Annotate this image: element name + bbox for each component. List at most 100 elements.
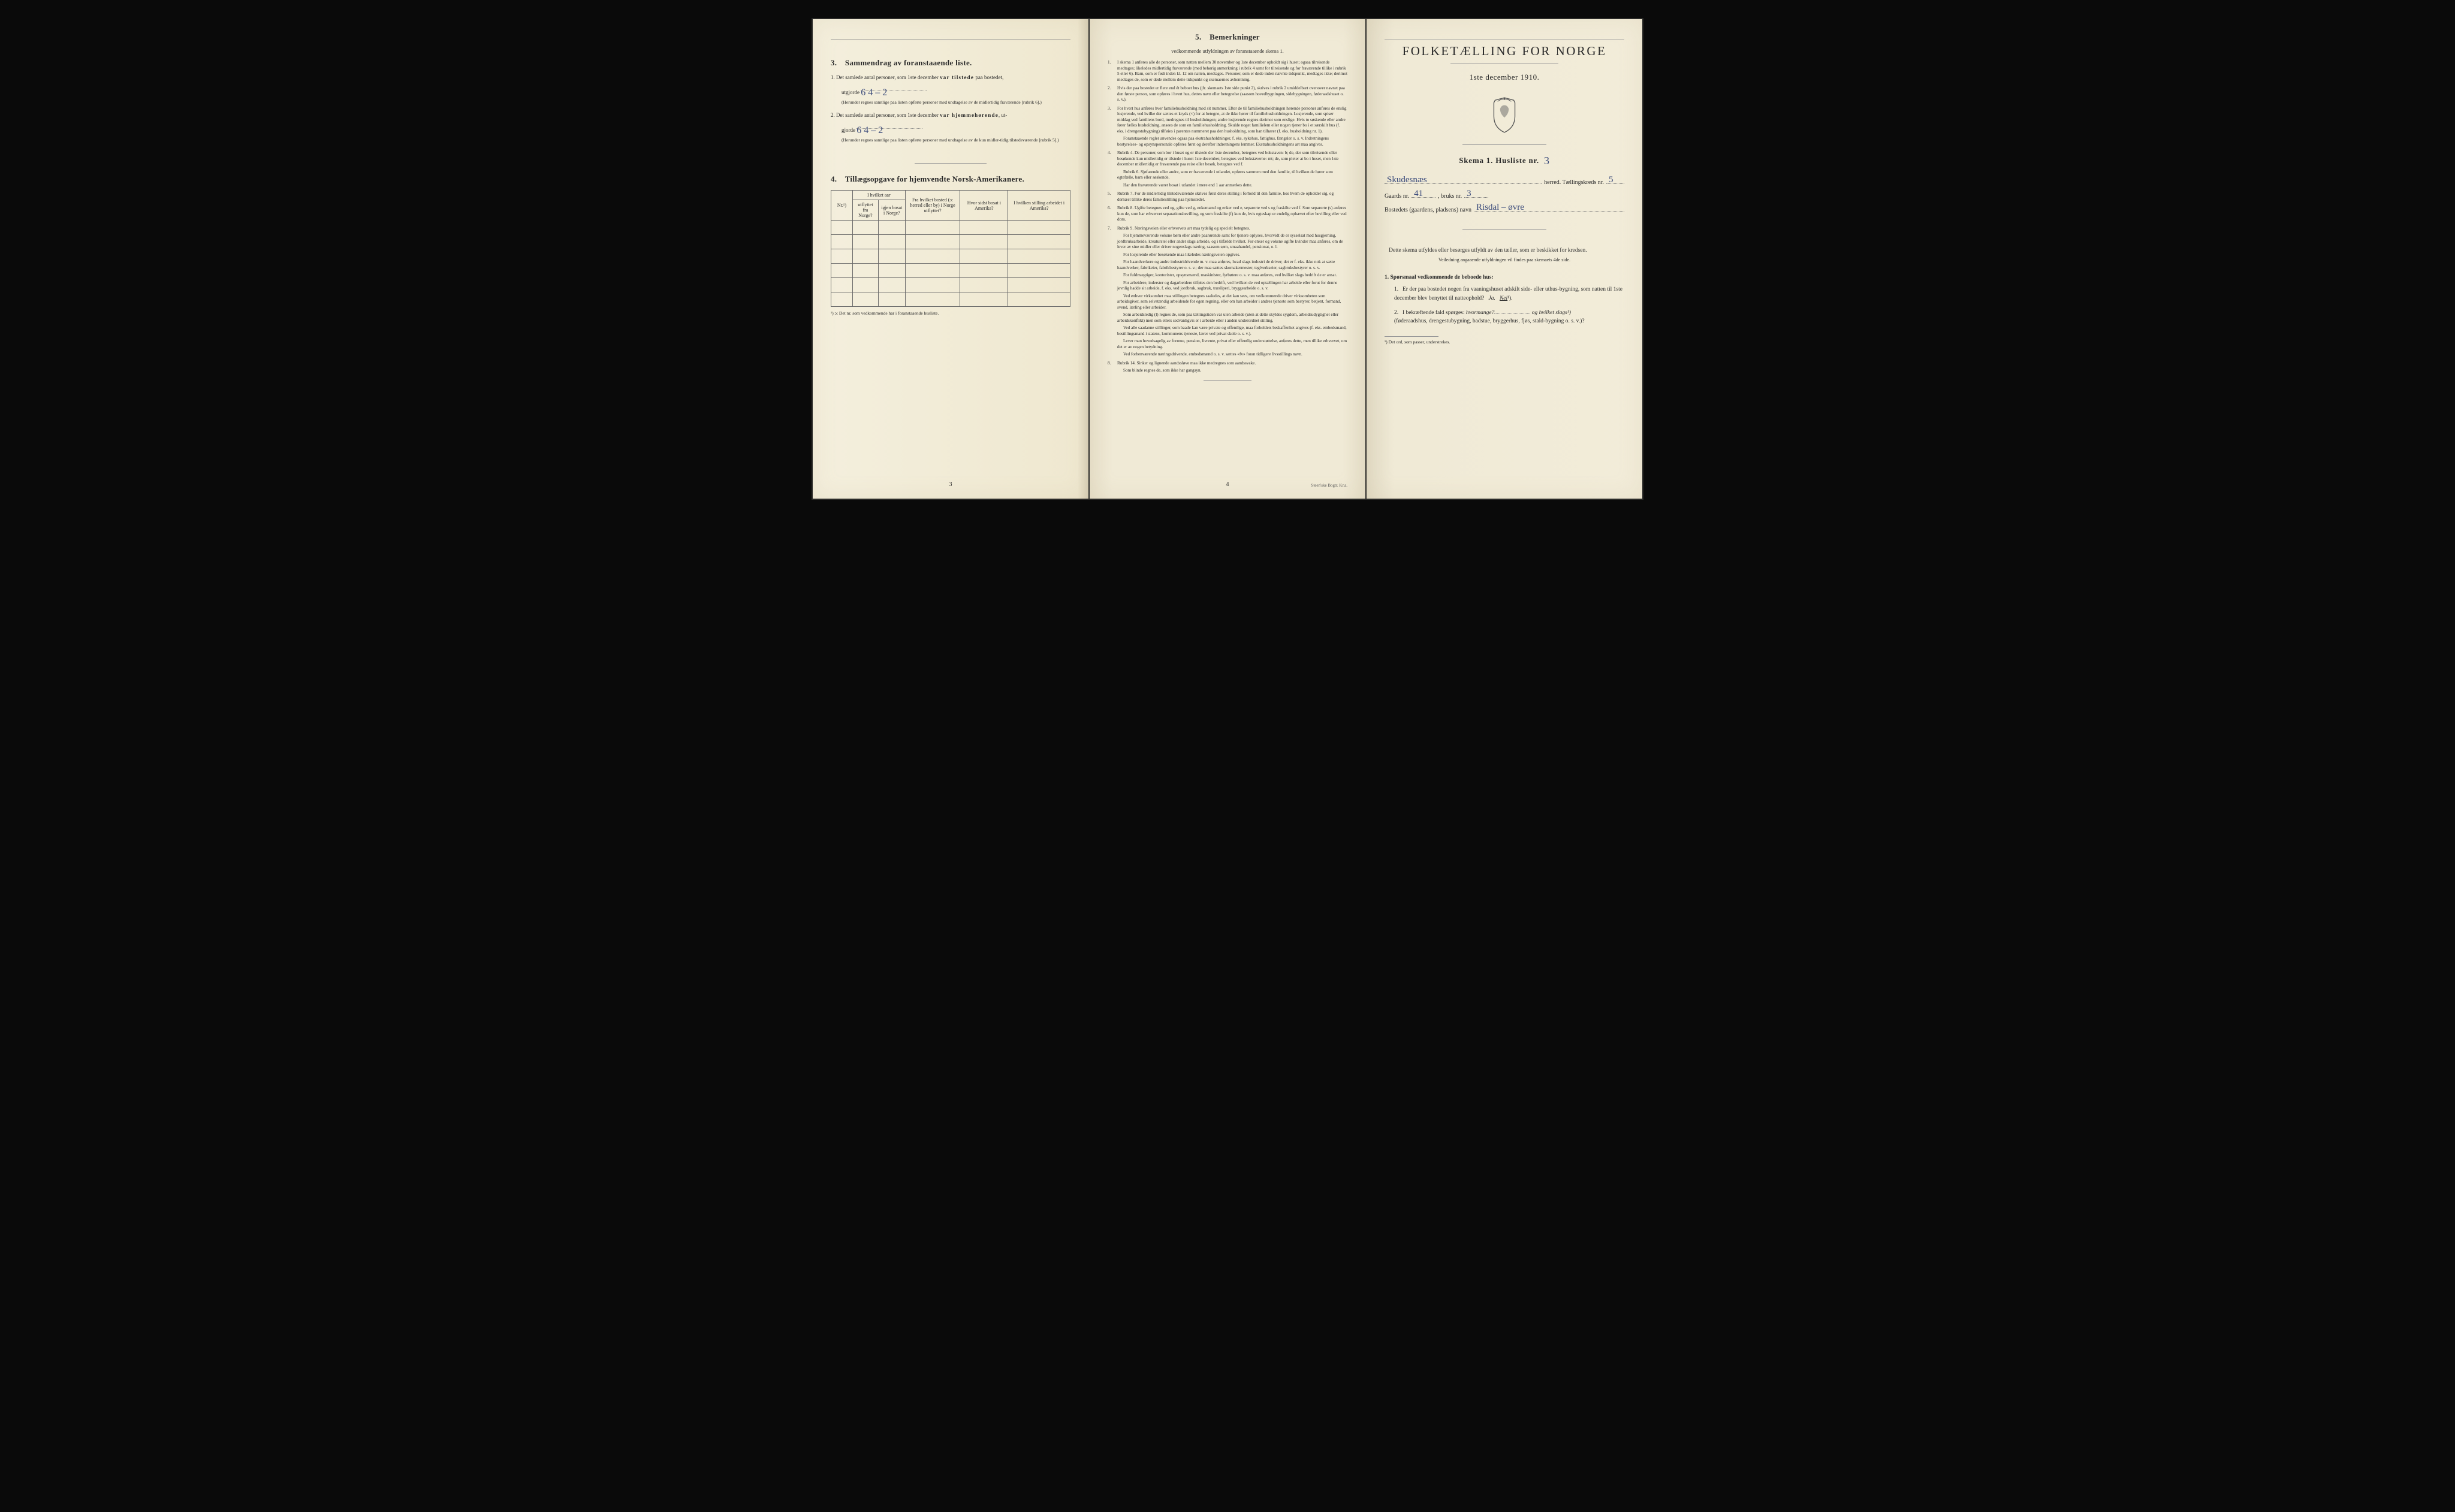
remark-para: Ved forhenværende næringsdrivende, embed…	[1117, 352, 1347, 358]
q2-a: I bekræftende fald spørges:	[1403, 310, 1465, 316]
cover-note-text: Dette skema utfyldes eller besørges utfy…	[1389, 248, 1587, 253]
remark-para: Som blinde regnes de, som ikke har gangs…	[1117, 368, 1347, 374]
remark-para: Rubrik 6. Sjøfarende eller andre, som er…	[1117, 170, 1347, 181]
table-cell	[960, 235, 1008, 249]
remark-item: Rubrik 9. Næringsveien eller erhvervets …	[1108, 226, 1347, 358]
cover-footnote-rule	[1385, 336, 1438, 337]
table-cell	[1008, 235, 1070, 249]
remark-para: Ved enhver virksomhet maa stillingen bet…	[1117, 294, 1347, 311]
section-3-title: Sammendrag av foranstaaende liste.	[845, 58, 972, 67]
gaards-value: 41	[1414, 189, 1423, 199]
page-number-left: 3	[949, 481, 952, 488]
remark-para: For losjerende eller besøkende maa likel…	[1117, 252, 1347, 258]
col-igjen: igjen bosat i Norge?	[878, 200, 905, 221]
remarks-list: I skema 1 anføres alle de personer, som …	[1108, 60, 1347, 374]
table-cell	[905, 221, 960, 235]
middle-end-rule	[1204, 380, 1251, 381]
table-row	[831, 249, 1070, 264]
skema-label: Skema 1. Husliste nr.	[1459, 156, 1539, 165]
col-nr: Nr.¹)	[831, 191, 853, 221]
table-cell	[831, 235, 853, 249]
table-row	[831, 292, 1070, 307]
section-4-num: 4.	[831, 174, 837, 183]
table-cell	[905, 264, 960, 278]
s3-item2: 2. Det samlede antal personer, som 1ste …	[831, 111, 1070, 119]
remark-para: Som arbeidsledig (l) regnes de, som paa …	[1117, 312, 1347, 324]
q2-blank	[1494, 307, 1530, 314]
cover-mid-rule	[1462, 229, 1546, 230]
page-middle: 5. Bemerkninger vedkommende utfyldningen…	[1090, 19, 1365, 499]
s3-item2-utgjorde: gjorde	[842, 127, 855, 133]
remark-item: Hvis der paa bostedet er flere end ét be…	[1108, 86, 1347, 103]
table-cell	[905, 292, 960, 307]
remark-para: Rubrik 9. Næringsveien eller erhvervets …	[1117, 226, 1250, 231]
s3-item2-value: 6 4 – 2	[856, 123, 883, 137]
emigrant-table-body	[831, 221, 1070, 307]
table-cell	[878, 235, 905, 249]
table-cell	[831, 264, 853, 278]
s3-item2-lead: 2. Det samlede antal personer, som 1ste …	[831, 112, 939, 118]
bruks-value: 3	[1467, 189, 1471, 199]
section-4-title: Tillægsopgave for hjemvendte Norsk-Ameri…	[845, 174, 1024, 183]
page-left: 3. Sammendrag av foranstaaende liste. 1.…	[813, 19, 1088, 499]
question-1: 1.Er der paa bostedet nogen fra vaanings…	[1394, 285, 1624, 303]
table-cell	[852, 249, 878, 264]
remark-para: For arbeidere, inderster og dagarbeidere…	[1117, 280, 1347, 292]
col-hvor-sidst: Hvor sidst bosat i Amerika?	[960, 191, 1008, 221]
table-cell	[852, 235, 878, 249]
table-cell	[831, 278, 853, 292]
remark-para: Foranstaaende regler anvendes ogsaa paa …	[1117, 136, 1347, 147]
remark-para: Har den fraværende været bosat i utlande…	[1117, 183, 1347, 189]
table-row	[831, 221, 1070, 235]
s3-item2-note: (Herunder regnes samtlige paa listen opf…	[842, 137, 1070, 143]
q2-c: og hvilket slags¹)	[1532, 310, 1571, 316]
table-row	[831, 264, 1070, 278]
remark-item: Rubrik 8. Ugifte betegnes ved ug, gifte …	[1108, 206, 1347, 223]
table-header-row-1: Nr.¹) I hvilket aar Fra hvilket bosted (…	[831, 191, 1070, 200]
table-cell	[878, 264, 905, 278]
census-title: FOLKETÆLLING FOR NORGE	[1385, 44, 1624, 59]
section-4-heading: 4. Tillægsopgave for hjemvendte Norsk-Am…	[831, 174, 1070, 184]
herred-label: herred. Tællingskreds nr.	[1544, 179, 1604, 186]
questions-block: 1. Spørsmaal vedkommende de beboede hus:…	[1385, 274, 1624, 325]
table-cell	[878, 278, 905, 292]
kreds-value: 5	[1609, 175, 1613, 185]
table-cell	[960, 221, 1008, 235]
section-3-heading: 3. Sammendrag av foranstaaende liste.	[831, 58, 1070, 68]
col-utflyttet: utflyttet fra Norge?	[852, 200, 878, 221]
table-cell	[831, 221, 853, 235]
table-cell	[831, 292, 853, 307]
table-cell	[960, 278, 1008, 292]
s3-item1-bold: var tilstede	[940, 74, 974, 80]
s3-item1-value: 6 4 – 2	[861, 86, 887, 99]
herred-value: Skudesnæs	[1387, 175, 1427, 185]
s3-item1-note: (Herunder regnes samtlige paa listen opf…	[842, 99, 1070, 105]
table-cell	[905, 249, 960, 264]
herred-line: Skudesnæs herred. Tællingskreds nr. 5	[1385, 179, 1624, 186]
table-row	[831, 235, 1070, 249]
table-cell	[878, 221, 905, 235]
section-5-title: Bemerkninger	[1210, 32, 1260, 41]
cover-note: Dette skema utfyldes eller besørges utfy…	[1385, 246, 1624, 255]
s3-item1-tail: paa bostedet,	[975, 74, 1003, 80]
gaards-line: Gaards nr. 41 , bruks nr. 3	[1385, 193, 1624, 200]
question-2: 2.I bekræftende fald spørges: hvormange?…	[1394, 307, 1624, 326]
section-4-footnote: ¹) ɔ: Det nr. som vedkommende har i fora…	[831, 310, 1070, 316]
table-cell	[852, 221, 878, 235]
table-cell	[905, 235, 960, 249]
remark-para: Lever man hovedsagelig av formue, pensio…	[1117, 339, 1347, 350]
s3-item1: 1. Det samlede antal personer, som 1ste …	[831, 74, 1070, 82]
table-cell	[1008, 249, 1070, 264]
remark-item: Rubrik 4. De personer, som bor i huset o…	[1108, 150, 1347, 188]
remark-item: For hvert hus anføres hver familiehushol…	[1108, 106, 1347, 148]
bosted-line: Bostedets (gaardens, pladsens) navn Risd…	[1385, 207, 1624, 213]
cover-crest-rule	[1462, 144, 1546, 145]
cover-footnote: ¹) Det ord, som passer, understrekes.	[1385, 336, 1624, 345]
page-right-cover: FOLKETÆLLING FOR NORGE 1ste december 191…	[1367, 19, 1642, 499]
table-cell	[960, 292, 1008, 307]
table-cell	[905, 278, 960, 292]
table-cell	[1008, 292, 1070, 307]
q-head-text: Spørsmaal vedkommende de beboede hus:	[1391, 274, 1494, 280]
table-cell	[878, 249, 905, 264]
husliste-nr: 3	[1544, 155, 1550, 167]
